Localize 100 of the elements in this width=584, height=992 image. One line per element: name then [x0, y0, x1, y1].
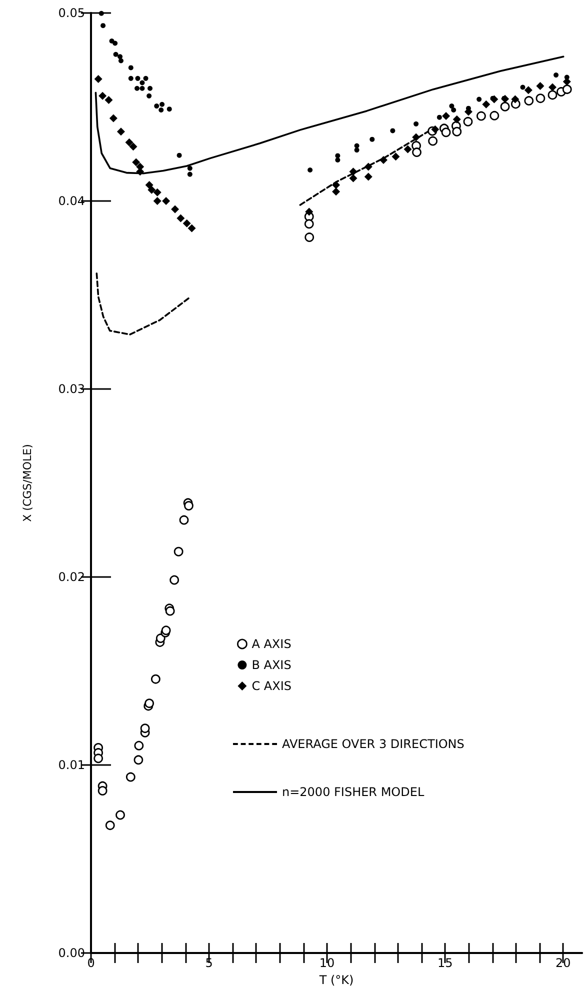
point — [166, 106, 172, 112]
point — [390, 128, 396, 134]
point — [156, 634, 166, 643]
point — [118, 54, 123, 60]
point — [412, 148, 422, 158]
point — [160, 102, 165, 107]
point — [148, 86, 153, 91]
legend-label: A AXIS — [252, 637, 292, 651]
point — [404, 145, 412, 154]
point — [100, 23, 106, 28]
point — [524, 86, 532, 94]
point — [501, 94, 510, 103]
y-tick-label: 0.05 — [58, 6, 85, 20]
point — [118, 58, 124, 64]
y-tick-label: 0.00 — [58, 946, 85, 960]
point — [134, 755, 144, 765]
point — [524, 96, 534, 106]
x-tick-label: 0 — [87, 956, 95, 970]
x-tick-label: 20 — [555, 956, 571, 970]
y-tick-label: 0.03 — [58, 382, 85, 396]
point — [158, 108, 164, 113]
point — [112, 40, 118, 46]
point — [184, 501, 194, 510]
point — [412, 133, 420, 142]
y-tick-label: 0.02 — [58, 570, 85, 584]
x-tick-label: 10 — [319, 956, 335, 970]
point — [490, 95, 498, 104]
point — [364, 162, 372, 171]
point — [364, 172, 372, 181]
point — [500, 102, 510, 112]
point — [128, 76, 134, 81]
point — [94, 754, 104, 764]
point — [379, 156, 388, 164]
point — [144, 698, 154, 708]
point — [128, 65, 134, 70]
point — [548, 90, 558, 100]
legend-label: C AXIS — [252, 679, 292, 693]
point — [332, 181, 340, 190]
point — [188, 224, 196, 232]
point — [536, 94, 546, 104]
point — [143, 76, 148, 81]
point — [153, 197, 162, 205]
legend-label: B AXIS — [252, 658, 292, 672]
point — [125, 138, 134, 146]
point — [116, 810, 125, 820]
point — [116, 128, 125, 136]
point — [562, 84, 572, 94]
point — [154, 104, 160, 109]
point — [179, 515, 189, 525]
x-axis-title: T (°K) — [318, 972, 354, 987]
point — [441, 128, 451, 138]
y-tick-label: 0.01 — [58, 758, 85, 772]
point — [98, 786, 108, 796]
point — [335, 158, 340, 163]
point — [332, 188, 340, 196]
point — [452, 115, 461, 124]
point — [370, 136, 375, 142]
point — [113, 52, 118, 57]
point — [490, 110, 500, 120]
point — [174, 546, 184, 556]
point — [511, 95, 520, 104]
point — [476, 96, 482, 102]
point — [308, 167, 313, 172]
point — [153, 188, 162, 196]
legend-label: AVERAGE OVER 3 DIRECTIONS — [282, 737, 464, 751]
point — [428, 136, 438, 146]
point — [392, 152, 400, 161]
point — [146, 93, 152, 98]
point — [145, 181, 154, 190]
point — [349, 174, 358, 182]
point — [354, 143, 360, 148]
point — [104, 96, 113, 104]
point — [94, 74, 102, 83]
y-tick-label: 0.04 — [58, 194, 85, 208]
point — [134, 740, 144, 750]
point — [182, 219, 191, 228]
point — [304, 232, 314, 242]
point — [335, 153, 340, 158]
point — [98, 10, 104, 16]
point — [482, 100, 490, 108]
y-axis-title: X (CGS/MOLE) — [21, 444, 34, 522]
point — [98, 92, 107, 100]
point — [129, 142, 138, 151]
point — [451, 108, 456, 113]
point — [436, 114, 442, 120]
point — [452, 126, 462, 136]
point — [140, 724, 150, 734]
point — [140, 80, 145, 86]
point — [548, 83, 556, 92]
point — [170, 575, 180, 585]
x-tick-label: 15 — [437, 956, 453, 970]
point — [134, 86, 140, 91]
point — [135, 76, 140, 81]
point — [165, 606, 175, 616]
point — [442, 112, 450, 120]
point — [171, 205, 180, 214]
point — [476, 111, 486, 121]
point — [414, 121, 419, 126]
point — [132, 158, 140, 166]
point — [140, 86, 145, 91]
